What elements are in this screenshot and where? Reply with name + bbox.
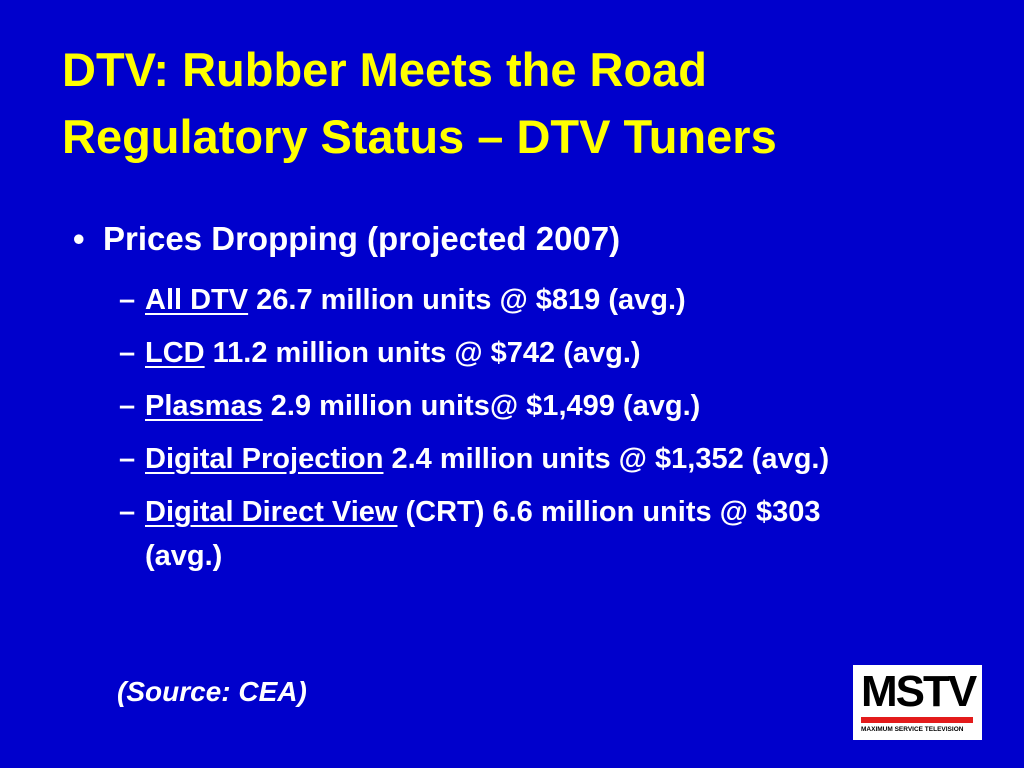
bullet-text: Prices Dropping (projected 2007) (103, 220, 621, 257)
source: (Source: CEA) (117, 676, 307, 707)
item-text: 2.4 million units @ $1,352 (avg.) (391, 443, 830, 475)
logo-caption: MAXIMUM SERVICE TELEVISION (861, 726, 964, 733)
item-label: Plasmas (145, 390, 263, 422)
sub-item: Digital Direct View(CRT) 6.6 million uni… (119, 490, 845, 578)
logo: MSTV MAXIMUM SERVICE TELEVISION (853, 665, 982, 740)
item-label: All DTV (145, 284, 249, 316)
logo-bar (861, 717, 973, 723)
title-line: DTV: Rubber Meets the Road (62, 43, 708, 96)
item-label: Digital Projection (145, 443, 384, 475)
bullet: Prices Dropping (projected 2007) (73, 220, 620, 258)
item-text: 26.7 million units @ $819 (avg.) (256, 284, 686, 316)
logo-mark: MSTV (861, 667, 977, 716)
item-label: Digital Direct View (145, 496, 398, 528)
title: DTV: Rubber Meets the Road Regulatory St… (62, 36, 777, 170)
item-text: 2.9 million units@ $1,499 (avg.) (270, 390, 701, 422)
item-text: (CRT) 6.6 million units @ $303 (avg.) (145, 496, 821, 572)
item-label: LCD (145, 337, 205, 369)
item-text: 11.2 million units @ $742 (avg.) (212, 337, 641, 369)
title-line: Regulatory Status – DTV Tuners (62, 110, 777, 163)
